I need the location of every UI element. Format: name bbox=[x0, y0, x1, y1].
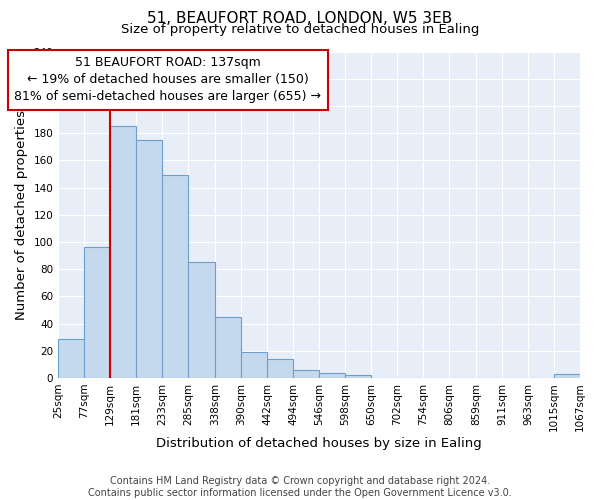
Text: Size of property relative to detached houses in Ealing: Size of property relative to detached ho… bbox=[121, 22, 479, 36]
Text: 51, BEAUFORT ROAD, LONDON, W5 3EB: 51, BEAUFORT ROAD, LONDON, W5 3EB bbox=[148, 11, 452, 26]
Text: Contains HM Land Registry data © Crown copyright and database right 2024.
Contai: Contains HM Land Registry data © Crown c… bbox=[88, 476, 512, 498]
Bar bbox=[215, 316, 241, 378]
Bar bbox=[554, 374, 580, 378]
Bar bbox=[267, 359, 293, 378]
Bar bbox=[319, 372, 345, 378]
Bar bbox=[163, 176, 188, 378]
Text: 51 BEAUFORT ROAD: 137sqm
← 19% of detached houses are smaller (150)
81% of semi-: 51 BEAUFORT ROAD: 137sqm ← 19% of detach… bbox=[14, 56, 321, 104]
Bar bbox=[241, 352, 267, 378]
Bar bbox=[58, 338, 84, 378]
Bar bbox=[136, 140, 163, 378]
Bar bbox=[110, 126, 136, 378]
Bar bbox=[345, 375, 371, 378]
X-axis label: Distribution of detached houses by size in Ealing: Distribution of detached houses by size … bbox=[156, 437, 482, 450]
Bar bbox=[293, 370, 319, 378]
Y-axis label: Number of detached properties: Number of detached properties bbox=[15, 110, 28, 320]
Bar bbox=[188, 262, 215, 378]
Bar bbox=[84, 248, 110, 378]
